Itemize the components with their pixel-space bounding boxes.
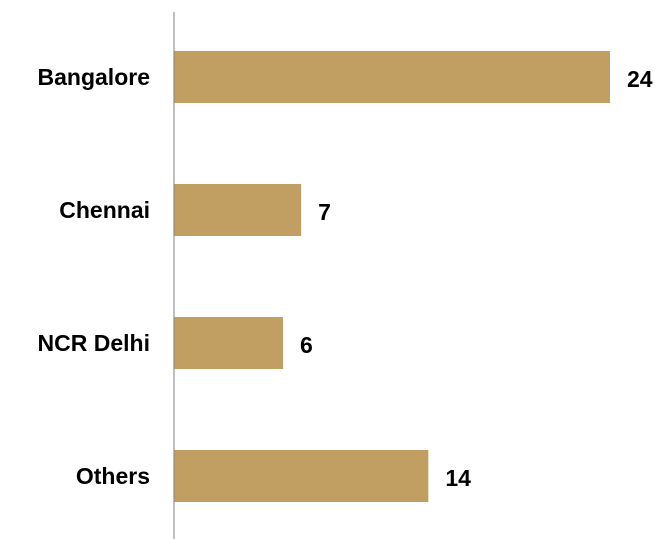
value-label-others: 14 bbox=[445, 465, 471, 491]
category-label-others: Others bbox=[76, 463, 150, 489]
category-labels-group: Bangalore Chennai NCR Delhi Others bbox=[38, 64, 150, 489]
value-label-chennai: 7 bbox=[318, 199, 331, 225]
category-label-chennai: Chennai bbox=[59, 197, 150, 223]
bar-ncr-delhi bbox=[174, 317, 283, 369]
bar-others bbox=[174, 450, 429, 502]
value-labels-group: 24 7 6 14 bbox=[300, 66, 653, 491]
bars-group bbox=[174, 51, 610, 502]
value-label-bangalore: 24 bbox=[627, 66, 653, 92]
bar-bangalore bbox=[174, 51, 610, 103]
bar-chennai bbox=[174, 184, 302, 236]
category-label-bangalore: Bangalore bbox=[38, 64, 150, 90]
value-label-ncr-delhi: 6 bbox=[300, 332, 313, 358]
category-label-ncr-delhi: NCR Delhi bbox=[38, 330, 150, 356]
